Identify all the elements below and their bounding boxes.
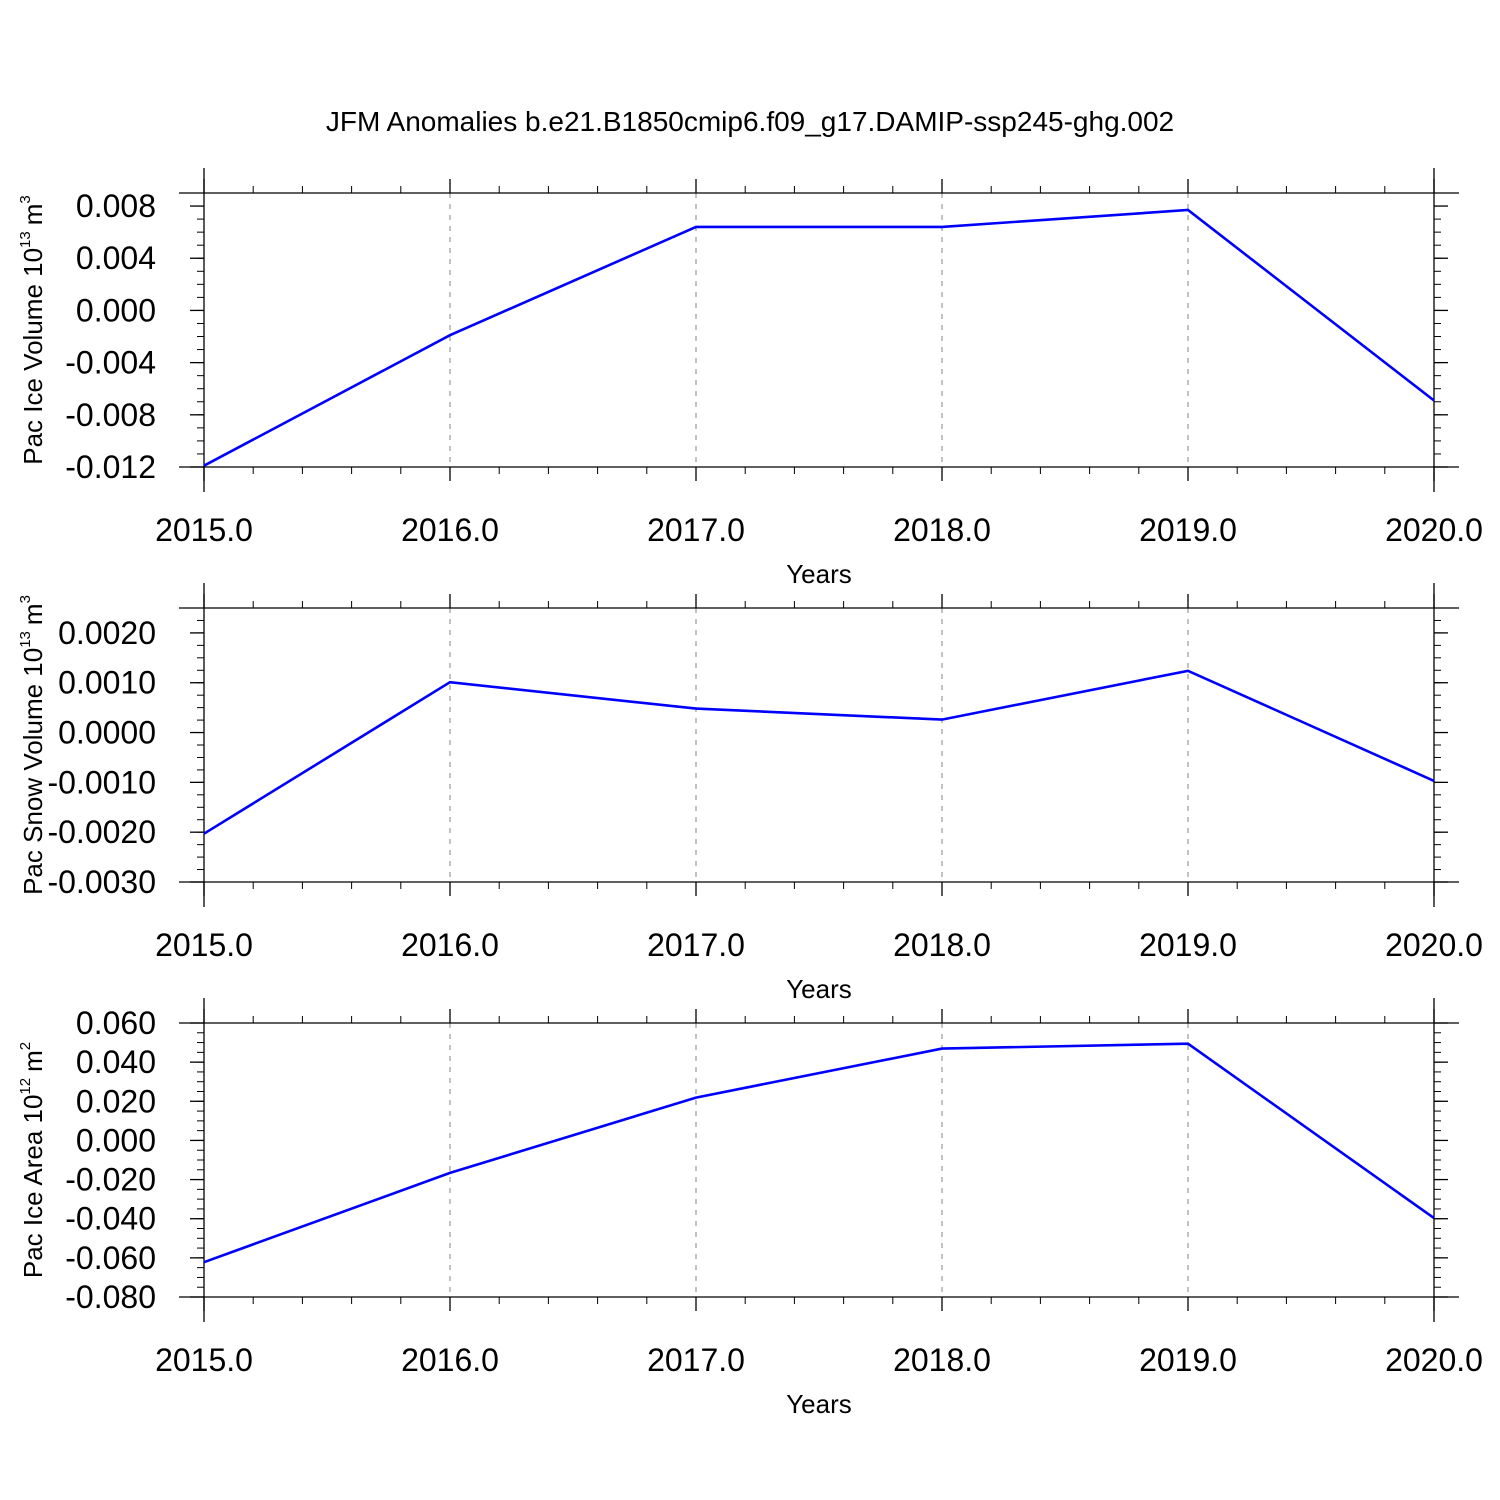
y-tick-label: -0.0020 <box>47 814 156 850</box>
y-tick-label: -0.012 <box>65 449 156 485</box>
y-tick-label: 0.020 <box>76 1083 156 1119</box>
y-tick-label: 0.060 <box>76 1005 156 1041</box>
x-tick-label: 2016.0 <box>401 927 499 963</box>
y-axis-label-main: Pac Ice Volume 10 <box>18 248 48 465</box>
series-line-1 <box>203 669 1435 835</box>
x-tick-label: 2018.0 <box>893 512 991 548</box>
x-tick-label: 2019.0 <box>1139 1342 1237 1378</box>
y-tick-label: -0.008 <box>65 397 156 433</box>
y-axis-label: Pac Snow Volume 1013 m3 <box>17 595 48 895</box>
figure-title: JFM Anomalies b.e21.B1850cmip6.f09_g17.D… <box>326 106 1174 137</box>
y-axis-label-unit: m <box>18 603 48 625</box>
y-axis-label: Pac Ice Volume 1013 m3 <box>17 195 48 465</box>
x-tick-label: 2020.0 <box>1385 1342 1483 1378</box>
series-line-1 <box>203 208 1435 467</box>
y-tick-label: -0.004 <box>65 345 156 381</box>
y-tick-label: 0.0010 <box>58 665 156 701</box>
y-tick-label: 0.008 <box>76 188 156 224</box>
x-tick-label: 2017.0 <box>647 927 745 963</box>
y-axis-label-exponent: 13 <box>17 231 34 248</box>
series-line-1 <box>203 1042 1435 1264</box>
y-tick-label: -0.0010 <box>47 764 156 800</box>
y-axis-label-unit: m <box>18 204 48 226</box>
x-tick-label: 2019.0 <box>1139 512 1237 548</box>
y-tick-label: -0.020 <box>65 1162 156 1198</box>
y-tick-label: 0.004 <box>76 240 156 276</box>
x-axis-label: Years <box>786 1389 852 1419</box>
x-tick-label: 2016.0 <box>401 1342 499 1378</box>
y-axis-label-unit-exponent: 3 <box>17 195 34 203</box>
x-tick-label: 2016.0 <box>401 512 499 548</box>
panels: 2015.0 2016.0 2017.0 2018.0 2019.0 2020.0 -0.0… <box>17 168 1483 1419</box>
x-tick-label: 2018.0 <box>893 927 991 963</box>
y-axis-label-unit-exponent: 3 <box>17 595 34 603</box>
y-tick-label: 0.000 <box>76 292 156 328</box>
x-tick-label: 2019.0 <box>1139 927 1237 963</box>
y-tick-label: -0.0030 <box>47 864 156 900</box>
chart-panel-3: 2015.0 2016.0 2017.0 2018.0 2019.0 2020.0 -0.0… <box>17 998 1483 1419</box>
x-tick-label: 2015.0 <box>155 512 253 548</box>
x-axis-label: Years <box>786 559 852 589</box>
y-tick-label: -0.060 <box>65 1240 156 1276</box>
x-axis-label: Years <box>786 974 852 1004</box>
y-axis-label-exponent: 13 <box>17 631 34 648</box>
chart-panel-2: 2015.0 2016.0 2017.0 2018.0 2019.0 2020.0 -0.0… <box>17 583 1483 1004</box>
y-axis-label: Pac Ice Area 1012 m2 <box>17 1042 48 1278</box>
y-tick-label: 0.040 <box>76 1044 156 1080</box>
x-tick-label: 2017.0 <box>647 1342 745 1378</box>
y-axis-label-main: Pac Snow Volume 10 <box>18 648 48 895</box>
x-tick-label: 2015.0 <box>155 927 253 963</box>
y-tick-label: 0.0020 <box>58 615 156 651</box>
y-tick-label: -0.040 <box>65 1201 156 1237</box>
x-tick-label: 2020.0 <box>1385 512 1483 548</box>
y-axis-label-unit: m <box>18 1050 48 1072</box>
y-tick-label: 0.0000 <box>58 715 156 751</box>
chart-panel-1: 2015.0 2016.0 2017.0 2018.0 2019.0 2020.0 -0.0… <box>17 168 1483 589</box>
y-axis-label-unit-exponent: 2 <box>17 1042 34 1050</box>
y-tick-label: -0.080 <box>65 1279 156 1315</box>
x-tick-label: 2018.0 <box>893 1342 991 1378</box>
y-axis-label-main: Pac Ice Area 10 <box>18 1095 48 1279</box>
x-tick-label: 2017.0 <box>647 512 745 548</box>
x-tick-label: 2015.0 <box>155 1342 253 1378</box>
y-axis-label-exponent: 12 <box>17 1078 34 1095</box>
x-tick-label: 2020.0 <box>1385 927 1483 963</box>
y-tick-label: 0.000 <box>76 1122 156 1158</box>
